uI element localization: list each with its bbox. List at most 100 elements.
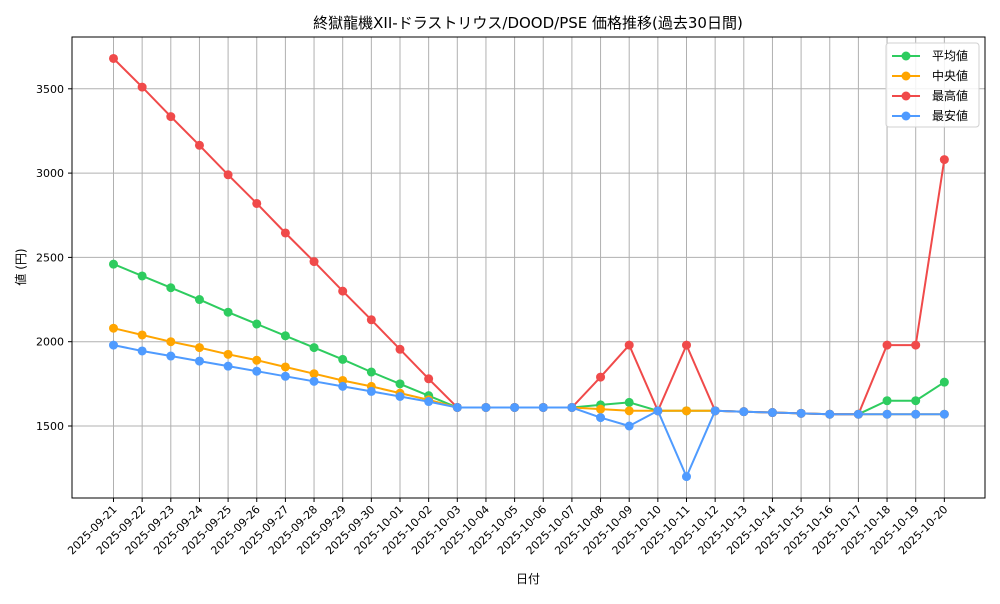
data-point-marker — [624, 421, 634, 431]
data-point-marker — [682, 472, 691, 482]
series-line — [112, 57, 946, 416]
data-point-marker — [166, 337, 176, 347]
data-point-marker — [710, 406, 720, 416]
data-point-marker — [366, 367, 376, 377]
data-point-marker — [911, 340, 921, 350]
series-最安値 — [109, 340, 949, 482]
data-point-marker — [280, 228, 290, 238]
data-point-marker — [825, 409, 835, 419]
legend-item: 最高値 — [892, 88, 968, 103]
legend-label: 平均値 — [932, 48, 968, 63]
data-point-marker — [252, 355, 262, 365]
data-point-marker — [223, 361, 233, 371]
data-point-marker — [739, 407, 749, 417]
data-point-marker — [109, 340, 118, 350]
data-point-marker — [166, 283, 176, 293]
data-point-marker — [767, 408, 777, 418]
x-axis-ticks: 2025-09-212025-09-222025-09-232025-09-24… — [65, 498, 950, 557]
data-point-marker — [309, 376, 319, 386]
y-axis-ticks: 1500 2000 2500 3000 3500 — [36, 83, 72, 433]
data-point-marker — [137, 82, 147, 92]
y-tick-label: 2000 — [36, 336, 64, 349]
data-point-marker — [366, 315, 376, 325]
data-point-marker — [109, 323, 118, 333]
y-tick-label: 3000 — [36, 167, 64, 180]
data-point-marker — [309, 369, 319, 379]
data-point-marker — [624, 397, 634, 407]
data-point-marker — [510, 402, 520, 412]
y-tick-label: 1500 — [36, 420, 64, 433]
data-point-marker — [596, 372, 606, 382]
legend-marker-icon — [901, 91, 911, 101]
x-axis-label: 日付 — [516, 572, 540, 586]
data-point-marker — [137, 346, 147, 356]
legend-marker-icon — [901, 71, 911, 81]
data-point-marker — [109, 259, 118, 269]
data-point-marker — [911, 396, 921, 406]
data-point-marker — [796, 408, 806, 418]
data-point-marker — [194, 343, 204, 353]
data-point-marker — [194, 356, 204, 366]
series-平均値 — [109, 259, 949, 419]
series-lines — [109, 53, 949, 482]
series-line — [113, 327, 945, 416]
data-point-marker — [395, 391, 405, 401]
data-point-marker — [481, 402, 491, 412]
data-point-marker — [309, 343, 319, 353]
series-最高値 — [109, 53, 949, 419]
series-中央値 — [109, 323, 949, 419]
legend-box — [885, 42, 980, 128]
legend-marker-icon — [901, 111, 911, 121]
data-point-marker — [682, 406, 691, 416]
legend-label: 中央値 — [932, 68, 968, 83]
legend-item: 中央値 — [892, 68, 968, 83]
data-point-marker — [338, 381, 348, 391]
data-point-marker — [596, 413, 606, 423]
data-point-marker — [939, 155, 949, 165]
data-point-marker — [223, 307, 233, 317]
data-point-marker — [109, 53, 118, 63]
data-point-marker — [280, 331, 290, 341]
data-point-marker — [194, 295, 204, 305]
data-point-marker — [538, 402, 548, 412]
data-point-marker — [395, 344, 405, 354]
legend-marker-icon — [901, 51, 911, 61]
y-axis-label: 値 (円) — [13, 248, 28, 285]
data-point-marker — [280, 362, 290, 372]
plot-area-frame — [71, 36, 986, 499]
data-point-marker — [882, 340, 892, 350]
legend-label: 最高値 — [932, 88, 968, 103]
data-point-marker — [166, 112, 176, 122]
data-point-marker — [395, 379, 405, 389]
data-point-marker — [911, 409, 921, 419]
data-point-marker — [596, 404, 606, 414]
data-point-marker — [624, 340, 634, 350]
data-point-marker — [166, 351, 176, 361]
data-point-marker — [137, 330, 147, 340]
data-point-marker — [280, 371, 290, 381]
data-point-marker — [853, 409, 863, 419]
data-point-marker — [624, 406, 634, 416]
data-point-marker — [338, 286, 348, 296]
data-point-marker — [137, 271, 147, 281]
data-point-marker — [653, 406, 663, 416]
data-point-marker — [939, 409, 949, 419]
series-line — [113, 263, 945, 416]
data-point-marker — [882, 409, 892, 419]
data-point-marker — [252, 366, 262, 376]
data-point-marker — [882, 396, 892, 406]
data-point-marker — [338, 354, 348, 364]
data-point-marker — [366, 386, 376, 396]
grid-lines — [72, 37, 985, 498]
legend-item: 最安値 — [892, 108, 968, 123]
data-point-marker — [567, 402, 577, 412]
data-point-marker — [424, 374, 434, 384]
data-point-marker — [252, 319, 262, 329]
legend-item: 平均値 — [892, 48, 968, 63]
data-point-marker — [252, 198, 262, 208]
data-point-marker — [223, 349, 233, 359]
data-point-marker — [424, 397, 434, 407]
